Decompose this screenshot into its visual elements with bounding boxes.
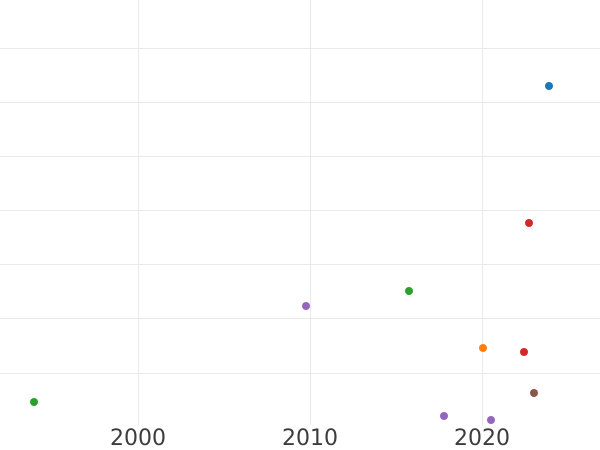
x-tick-label: 2010 xyxy=(282,426,338,450)
gridline-horizontal xyxy=(0,101,600,103)
scatter-point-red xyxy=(519,348,528,356)
x-tick-label: 2000 xyxy=(110,426,166,450)
gridline-horizontal xyxy=(0,318,600,320)
scatter-point-brown xyxy=(530,388,538,397)
gridline-vertical xyxy=(138,0,139,425)
plot-area xyxy=(0,0,600,425)
scatter-point-red xyxy=(525,218,533,227)
x-axis: 2000 2010 2020 xyxy=(0,427,600,450)
gridline-horizontal xyxy=(0,264,600,266)
gridline-horizontal xyxy=(0,210,600,211)
x-tick-label: 2020 xyxy=(454,426,510,450)
scatter-point-blue xyxy=(544,81,553,90)
scatter-point-green xyxy=(404,286,413,295)
scatter-point-green xyxy=(30,397,38,406)
gridline-horizontal xyxy=(0,47,600,49)
scatter-point-orange xyxy=(478,344,487,352)
scatter-point-purple xyxy=(439,411,448,420)
scatter-point-purple xyxy=(486,416,495,424)
gridline-horizontal xyxy=(0,372,600,374)
gridline-vertical xyxy=(310,0,311,425)
gridline-vertical xyxy=(482,0,483,425)
scatter-point-purple xyxy=(302,301,310,310)
gridline-horizontal xyxy=(0,155,600,157)
